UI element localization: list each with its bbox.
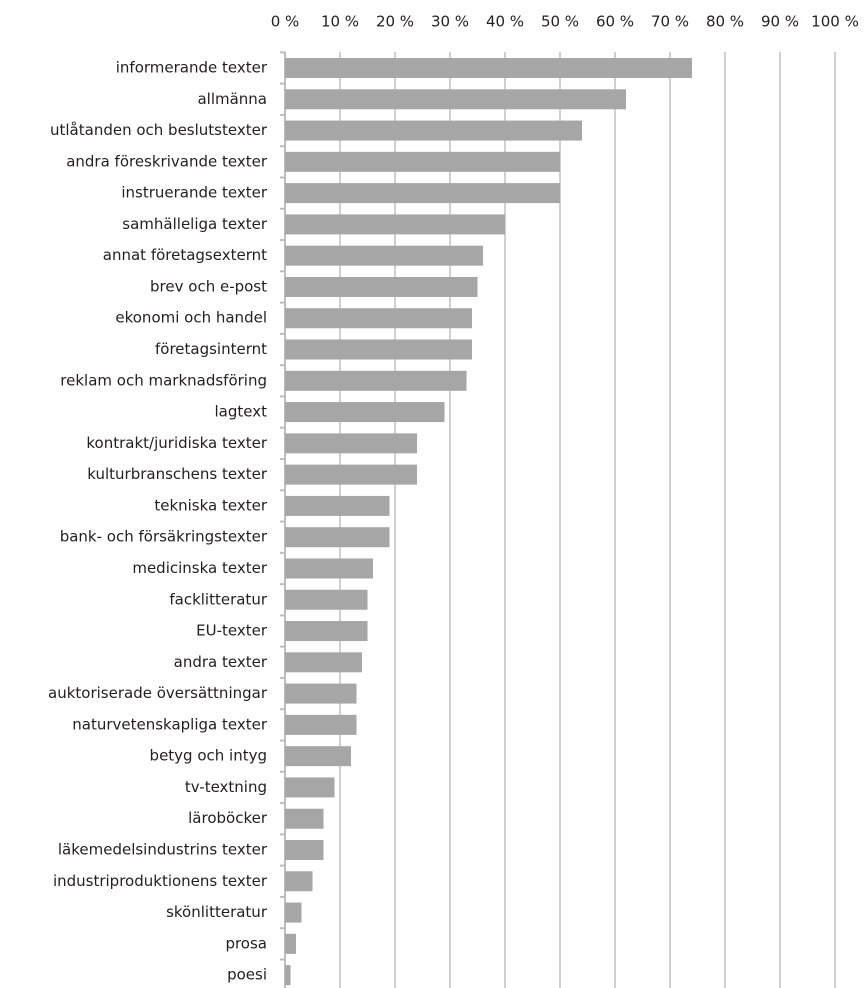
bar — [285, 527, 390, 548]
y-tick-label: facklitteratur — [169, 590, 267, 608]
y-tick-label: medicinska texter — [132, 559, 267, 577]
y-tick-label: andra föreskrivande texter — [66, 152, 268, 170]
bar — [285, 589, 368, 610]
y-tick-label: reklam och marknadsföring — [60, 371, 267, 389]
bar — [285, 151, 560, 172]
bar — [285, 370, 467, 391]
x-tick-label: 60 % — [596, 13, 634, 31]
bar — [285, 808, 324, 829]
y-tick-label: industriproduktionens texter — [53, 872, 268, 890]
bar — [285, 558, 373, 579]
x-tick-label: 100 % — [811, 13, 859, 31]
bar — [285, 621, 368, 642]
bar — [285, 652, 362, 673]
y-tick-label: EU-texter — [196, 622, 268, 640]
y-tick-label: informerande texter — [116, 59, 268, 77]
y-tick-label: annat företagsexternt — [103, 246, 267, 264]
bar — [285, 276, 478, 297]
bar — [285, 89, 626, 110]
bar — [285, 902, 302, 923]
y-tick-label: tv-textning — [185, 778, 267, 796]
bar — [285, 214, 505, 235]
bar — [285, 433, 417, 454]
y-tick-label: utlåtanden och beslutstexter — [50, 121, 268, 139]
y-tick-label: skönlitteratur — [166, 903, 268, 921]
y-tick-label: allmänna — [197, 90, 267, 108]
y-tick-label: läkemedelsindustrins texter — [58, 841, 268, 859]
y-tick-label: ekonomi och handel — [115, 309, 267, 327]
bar — [285, 495, 390, 516]
bar — [285, 746, 351, 767]
x-tick-label: 0 % — [271, 13, 300, 31]
bar — [285, 777, 335, 798]
y-tick-label: brev och e-post — [150, 277, 267, 295]
bar — [285, 840, 324, 860]
y-tick-label: andra texter — [174, 653, 268, 671]
bar — [285, 58, 692, 78]
x-tick-label: 10 % — [321, 13, 359, 31]
bar — [285, 714, 357, 735]
y-tick-label: auktoriserade översättningar — [48, 684, 268, 702]
x-tick-label: 70 % — [651, 13, 689, 31]
x-tick-label: 90 % — [761, 13, 799, 31]
x-tick-label: 30 % — [431, 13, 469, 31]
y-tick-label: instruerande texter — [121, 184, 267, 202]
y-tick-label: kontrakt/juridiska texter — [86, 434, 267, 452]
bar — [285, 965, 291, 986]
y-tick-label: bank- och försäkringstexter — [60, 528, 268, 546]
y-tick-label: prosa — [225, 934, 267, 952]
bar — [285, 933, 296, 954]
bar — [285, 183, 560, 204]
bar — [285, 308, 472, 329]
bar — [285, 402, 445, 423]
y-tick-label: tekniska texter — [154, 496, 268, 514]
bar — [285, 871, 313, 892]
bar — [285, 120, 582, 141]
y-tick-label: lagtext — [215, 403, 268, 421]
y-tick-label: kulturbranschens texter — [87, 465, 268, 483]
x-tick-label: 20 % — [376, 13, 414, 31]
bar — [285, 464, 417, 485]
y-tick-label: naturvetenskapliga texter — [72, 715, 268, 733]
y-tick-label: läroböcker — [188, 809, 268, 827]
y-tick-label: företagsinternt — [155, 340, 267, 358]
x-tick-label: 50 % — [541, 13, 579, 31]
x-tick-label: 80 % — [706, 13, 744, 31]
bar — [285, 339, 472, 360]
y-tick-label: poesi — [227, 966, 267, 984]
bar — [285, 245, 483, 266]
x-tick-label: 40 % — [486, 13, 524, 31]
y-tick-label: samhälleliga texter — [122, 215, 268, 233]
y-tick-label: betyg och intyg — [150, 747, 267, 765]
bar — [285, 683, 357, 704]
